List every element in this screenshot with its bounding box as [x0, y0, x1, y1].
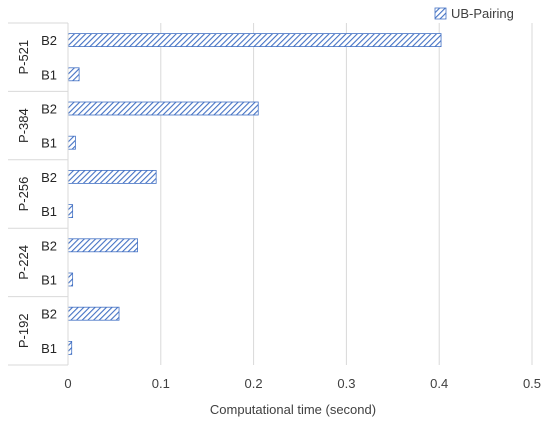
gridlines [67, 23, 533, 365]
legend-label: UB-Pairing [451, 6, 514, 21]
y-axis-labels: P-521 B2 B1 P-384 B2 B1 P-256 B2 B1 P-224 B2 B1 P-19… [8, 22, 69, 366]
x-tick-label: 0.5 [523, 376, 541, 391]
x-tick-label: 0 [64, 376, 71, 391]
bar [67, 169, 157, 184]
category-label: B1 [41, 204, 57, 219]
bar [67, 67, 80, 82]
x-tick-label: 0.2 [245, 376, 263, 391]
category-label: B2 [41, 307, 57, 322]
category-label: B1 [41, 341, 57, 356]
x-tick-label: 0.3 [337, 376, 355, 391]
category-label: B1 [41, 136, 57, 151]
bar [67, 204, 74, 219]
group-label: P-224 [16, 245, 31, 280]
category-label: B2 [41, 238, 57, 253]
legend: UB-Pairing [434, 6, 514, 21]
bar [67, 238, 138, 253]
group-label: P-256 [16, 177, 31, 212]
bar [67, 101, 259, 116]
category-label: B2 [41, 33, 57, 48]
category-label: B2 [41, 170, 57, 185]
category-label: B1 [41, 273, 57, 288]
bar [67, 135, 76, 150]
bar [67, 306, 120, 321]
x-axis-ticks: 0 0.1 0.2 0.3 0.4 0.5 [64, 376, 541, 391]
x-tick-label: 0.1 [152, 376, 170, 391]
bars [67, 33, 442, 355]
group-label: P-521 [16, 40, 31, 75]
x-axis-title: Computational time (second) [210, 402, 376, 417]
group-label: P-192 [16, 313, 31, 348]
category-label: B2 [41, 102, 57, 117]
legend-swatch [434, 7, 447, 20]
bar [67, 272, 74, 287]
bar [67, 33, 442, 47]
x-tick-label: 0.4 [430, 376, 448, 391]
category-label: B1 [41, 67, 57, 82]
bar [67, 340, 73, 355]
group-label: P-384 [16, 108, 31, 143]
